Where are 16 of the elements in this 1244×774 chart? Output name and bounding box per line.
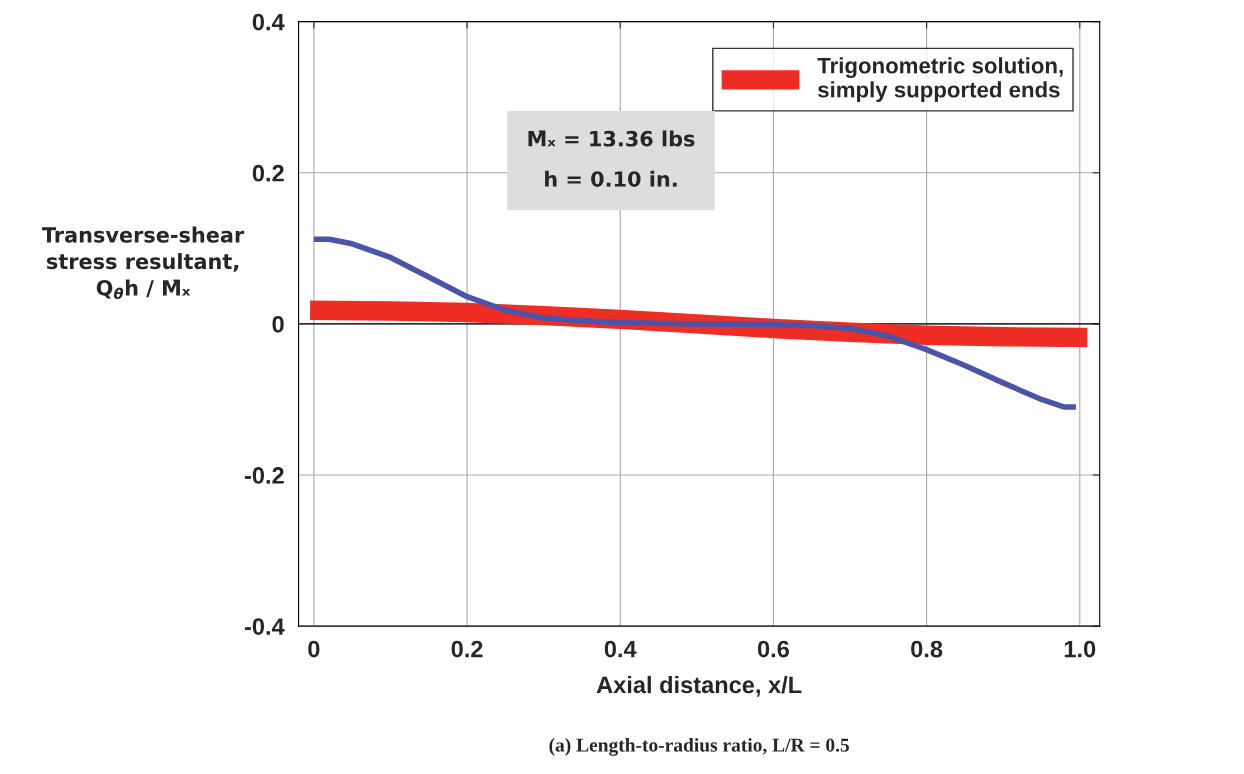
y-tick-label: 0.4 [252, 13, 285, 31]
annotation: M̄ₓ = 13.36 lbs h = 0.10 in. [528, 130, 695, 187]
x-tick-label: 1.0 [1064, 640, 1096, 658]
text: (a) Length-to-radius ratio, L/R = 0.5 [549, 738, 849, 756]
x-tick-label: 0.8 [911, 640, 943, 658]
x-tick-label: 0 [308, 640, 320, 658]
x-tick-label: 0.6 [757, 640, 789, 658]
legend-label: Trigonometric solution, simply supported ends [817, 57, 1063, 102]
y-tick-label: 0 [272, 315, 284, 333]
x-tick-label: 0.4 [604, 640, 637, 658]
y-tick-label: -0.4 [244, 618, 285, 635]
y-tick-label: -0.2 [244, 467, 284, 484]
x-tick-label: 0.2 [451, 640, 483, 658]
y-axis-title: Transverse-shear stress resultant, Q$_{θ}$h / M̄ₓ [41, 226, 245, 299]
x-axis-title: Axial distance, x/L [596, 675, 802, 697]
y-tick-label: 0.2 [252, 164, 284, 182]
